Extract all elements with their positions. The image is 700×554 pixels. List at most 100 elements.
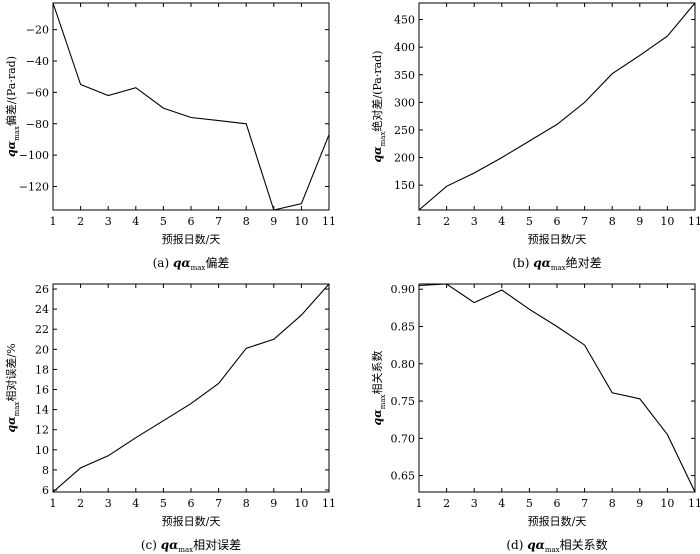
y-tick-label: 150	[394, 179, 415, 192]
x-tick-label: 1	[416, 497, 423, 510]
x-axis-label: 预报日数/天	[528, 232, 587, 246]
x-tick-label: 6	[188, 497, 195, 510]
y-label-rest: 绝对差/(Pa·rad)	[370, 50, 384, 131]
y-tick-label: −20	[26, 24, 49, 37]
y-axis-label: qαmax偏差/(Pa·rad)	[4, 56, 21, 157]
y-tick-label: 400	[394, 41, 415, 54]
chart-b: 1 2 3 4 5 6 7 8 9 10 11 150 200 250 300 350 400 450 预报日数/天…	[370, 2, 700, 272]
x-tick-label: 5	[526, 497, 533, 510]
y-tick-label: 12	[35, 424, 49, 437]
y-label-var: qα	[5, 416, 18, 433]
caption-var: qα	[173, 256, 191, 270]
y-label-sub: max	[379, 132, 387, 147]
y-label-var: qα	[5, 140, 18, 157]
x-tick-label: 5	[160, 497, 167, 510]
caption-prefix: (d)	[506, 538, 527, 552]
y-tick-label: 10	[35, 444, 49, 457]
chart-a: 1 2 3 4 5 6 7 8 9 10 11 −20 −40 −60 −80 −100 −120 预报日数/天 q…	[4, 2, 336, 272]
caption-sub: max	[545, 546, 560, 554]
x-axis-label: 预报日数/天	[162, 514, 221, 528]
y-tick-label: −120	[19, 180, 49, 193]
x-tick-label: 7	[581, 215, 588, 228]
x-tick-label: 7	[215, 497, 222, 510]
caption: (c) qαmax相对误差	[141, 538, 241, 554]
caption-rest: 相关系数	[560, 537, 608, 552]
caption: (a) qαmax偏差	[153, 255, 230, 272]
x-tick-label: 4	[498, 215, 505, 228]
y-tick-label: 0.85	[391, 320, 416, 333]
x-axis-label: 预报日数/天	[528, 514, 587, 528]
x-tick-label: 1	[50, 497, 57, 510]
y-tick-label: 450	[394, 14, 415, 27]
chart-c: 1 2 3 4 5 6 7 8 9 10 1168101214161820222426预报日数/天q…	[4, 283, 336, 554]
x-tick-label: 10	[660, 215, 674, 228]
plot-frame	[418, 2, 696, 211]
y-tick-label: 14	[35, 404, 49, 417]
plot-frame	[52, 283, 330, 493]
plot-frame	[52, 2, 330, 211]
y-tick-label: 26	[35, 283, 49, 296]
series-line	[418, 2, 696, 211]
x-tick-label: 8	[609, 497, 616, 510]
y-tick-label: −80	[26, 118, 49, 131]
y-label-sub: max	[13, 402, 21, 417]
series-line	[52, 283, 330, 493]
x-tick-label: 4	[132, 215, 139, 228]
caption-sub: max	[551, 264, 566, 272]
caption-var: qα	[161, 538, 179, 552]
x-tick-label: 7	[215, 215, 222, 228]
x-tick-label: 11	[688, 215, 700, 228]
y-label-var: qα	[371, 146, 384, 163]
caption-rest: 偏差	[205, 255, 229, 270]
x-tick-label: 4	[132, 497, 139, 510]
y-axis-label: qαmax绝对差/(Pa·rad)	[370, 50, 387, 162]
y-tick-label: 0.80	[391, 358, 416, 371]
caption: (b) qαmax绝对差	[512, 255, 601, 272]
y-label-rest: 相对误差/%	[4, 343, 18, 401]
x-tick-label: 10	[294, 497, 308, 510]
y-axis-label: qαmax相对误差/%	[4, 343, 21, 432]
y-tick-label: 22	[35, 323, 49, 336]
y-tick-label: 300	[394, 96, 415, 109]
caption-sub: max	[191, 264, 206, 272]
x-tick-label: 11	[322, 497, 336, 510]
y-tick-label: 0.65	[391, 470, 416, 483]
y-tick-label: −40	[26, 55, 49, 68]
x-tick-label: 3	[471, 497, 478, 510]
x-tick-label: 2	[77, 215, 84, 228]
x-tick-label: 1	[416, 215, 423, 228]
x-tick-label: 5	[526, 215, 533, 228]
series-line	[52, 2, 330, 211]
x-tick-label: 11	[322, 215, 336, 228]
y-tick-label: 0.90	[391, 283, 416, 296]
y-tick-label: 6	[42, 484, 49, 497]
x-tick-label: 3	[105, 215, 112, 228]
x-tick-label: 3	[105, 497, 112, 510]
x-tick-label: 8	[609, 215, 616, 228]
caption-prefix: (b)	[512, 256, 533, 270]
x-tick-label: 6	[554, 215, 561, 228]
y-tick-label: −60	[26, 86, 49, 99]
y-tick-label: 18	[35, 363, 49, 376]
y-label-sub: max	[13, 126, 21, 141]
y-tick-label: 0.75	[391, 395, 416, 408]
x-tick-label: 6	[188, 215, 195, 228]
y-tick-label: 200	[394, 152, 415, 165]
y-tick-label: 0.70	[391, 432, 416, 445]
x-tick-label: 9	[270, 497, 277, 510]
x-tick-label: 9	[636, 215, 643, 228]
x-tick-label: 10	[660, 497, 674, 510]
x-tick-label: 9	[636, 497, 643, 510]
x-tick-label: 11	[688, 497, 700, 510]
x-tick-label: 5	[160, 215, 167, 228]
x-tick-label: 1	[50, 215, 57, 228]
y-tick-label: 24	[35, 303, 49, 316]
plot-frame	[418, 283, 696, 493]
caption-rest: 相对误差	[193, 538, 241, 552]
chart-d: 1 2 3 4 5 6 7 8 9 10 11 0.65 0.70 0.75 0.80 0.85 0.90 预报日…	[370, 283, 700, 554]
x-tick-label: 2	[443, 215, 450, 228]
x-tick-label: 6	[554, 497, 561, 510]
y-axis-label: qαmax相关系数	[370, 351, 387, 426]
caption-var: qα	[527, 538, 545, 552]
